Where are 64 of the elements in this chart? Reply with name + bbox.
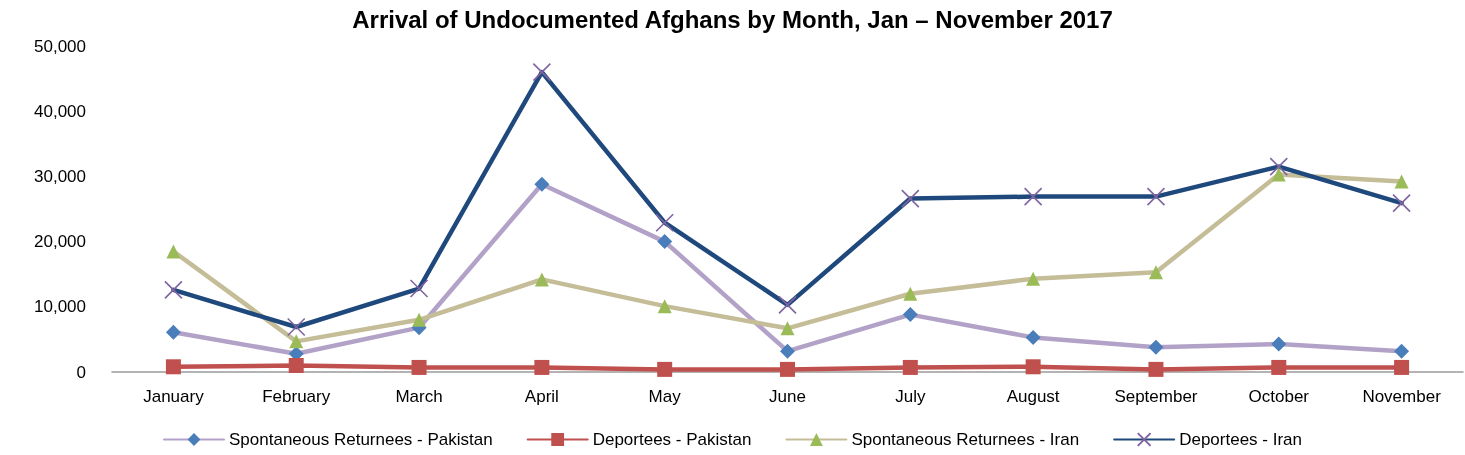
point — [1271, 167, 1286, 182]
x-tick-label: September — [1114, 387, 1198, 406]
point — [286, 317, 306, 337]
point — [289, 334, 304, 349]
x-tick-label: August — [1006, 387, 1060, 406]
point — [1146, 187, 1166, 206]
point — [902, 307, 918, 323]
point — [1026, 271, 1041, 286]
y-tick-label: 30,000 — [34, 166, 86, 186]
x-tick-label: April — [524, 387, 559, 406]
y-tick-label: 0 — [76, 362, 86, 382]
point — [1271, 336, 1287, 352]
y-tick-label: 50,000 — [34, 36, 86, 56]
y-tick-label: 20,000 — [34, 232, 86, 252]
point — [778, 295, 797, 315]
point — [1269, 157, 1289, 176]
y-tick-label: 10,000 — [34, 297, 86, 317]
point — [657, 234, 673, 250]
x-tick-label: May — [648, 387, 682, 406]
x-tick-label: July — [895, 387, 926, 406]
legend-label: Spontaneous Returnees - Pakistan — [229, 430, 493, 449]
point — [780, 361, 795, 377]
x-tick-label: January — [143, 387, 205, 406]
chart-title: Arrival of Undocumented Afghans by Month, Jan – November 2017 — [352, 5, 1113, 33]
point — [165, 324, 181, 340]
point — [534, 176, 550, 192]
point — [901, 189, 920, 208]
point — [657, 361, 673, 377]
point — [412, 312, 427, 327]
legend-label: Deportees - Iran — [1179, 430, 1303, 449]
point — [780, 321, 795, 336]
point — [534, 359, 550, 375]
point — [657, 299, 672, 314]
point — [655, 213, 674, 232]
point — [166, 244, 181, 259]
point — [780, 343, 795, 359]
point — [1394, 174, 1409, 189]
point — [532, 62, 552, 82]
point — [1394, 343, 1410, 359]
point — [902, 359, 918, 375]
legend-label: Deportees - Pakistan — [592, 430, 752, 449]
legend-label: Spontaneous Returnees - Iran — [851, 430, 1080, 449]
y-tick-label: 40,000 — [34, 101, 86, 121]
point — [164, 280, 183, 300]
x-tick-label: June — [769, 387, 806, 406]
point — [903, 286, 918, 301]
point — [165, 359, 181, 375]
point — [409, 279, 429, 298]
x-tick-label: November — [1362, 387, 1442, 406]
point — [1392, 193, 1411, 213]
point — [1025, 329, 1041, 345]
point — [534, 272, 549, 287]
x-tick-label: March — [395, 387, 443, 406]
point — [1148, 339, 1164, 355]
point — [1025, 359, 1041, 375]
point — [1148, 265, 1163, 280]
point — [411, 359, 427, 375]
point — [1148, 361, 1164, 377]
point — [1271, 359, 1287, 375]
x-tick-label: February — [262, 387, 331, 406]
point — [1023, 187, 1043, 206]
x-tick-label: October — [1248, 387, 1310, 406]
point — [1394, 359, 1410, 375]
point — [288, 357, 304, 373]
